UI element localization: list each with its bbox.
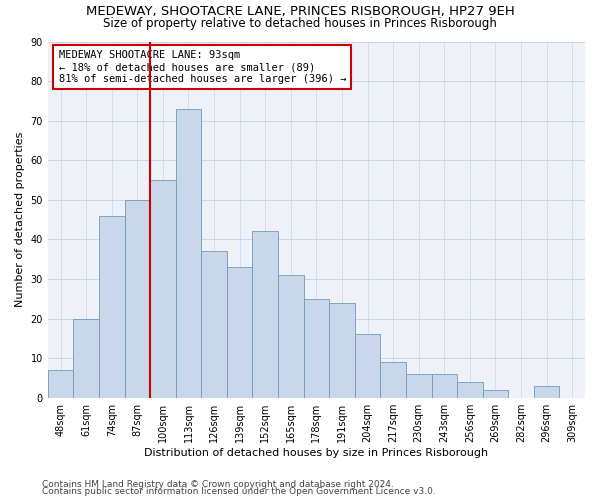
Text: Size of property relative to detached houses in Princes Risborough: Size of property relative to detached ho… bbox=[103, 17, 497, 30]
Y-axis label: Number of detached properties: Number of detached properties bbox=[15, 132, 25, 308]
Bar bbox=[482, 390, 508, 398]
Bar bbox=[406, 374, 431, 398]
Bar bbox=[125, 200, 150, 398]
Bar bbox=[201, 252, 227, 398]
Bar bbox=[380, 362, 406, 398]
Bar bbox=[329, 302, 355, 398]
Bar bbox=[176, 109, 201, 398]
Bar bbox=[150, 180, 176, 398]
Bar bbox=[227, 267, 253, 398]
Bar bbox=[278, 275, 304, 398]
Bar bbox=[304, 299, 329, 398]
Bar bbox=[48, 370, 73, 398]
Bar bbox=[355, 334, 380, 398]
Bar bbox=[73, 318, 99, 398]
Bar bbox=[99, 216, 125, 398]
X-axis label: Distribution of detached houses by size in Princes Risborough: Distribution of detached houses by size … bbox=[145, 448, 488, 458]
Text: MEDEWAY, SHOOTACRE LANE, PRINCES RISBOROUGH, HP27 9EH: MEDEWAY, SHOOTACRE LANE, PRINCES RISBORO… bbox=[86, 5, 514, 18]
Text: Contains public sector information licensed under the Open Government Licence v3: Contains public sector information licen… bbox=[42, 487, 436, 496]
Bar bbox=[431, 374, 457, 398]
Bar bbox=[534, 386, 559, 398]
Text: MEDEWAY SHOOTACRE LANE: 93sqm
← 18% of detached houses are smaller (89)
81% of s: MEDEWAY SHOOTACRE LANE: 93sqm ← 18% of d… bbox=[59, 50, 346, 84]
Text: Contains HM Land Registry data © Crown copyright and database right 2024.: Contains HM Land Registry data © Crown c… bbox=[42, 480, 394, 489]
Bar bbox=[457, 382, 482, 398]
Bar bbox=[253, 232, 278, 398]
